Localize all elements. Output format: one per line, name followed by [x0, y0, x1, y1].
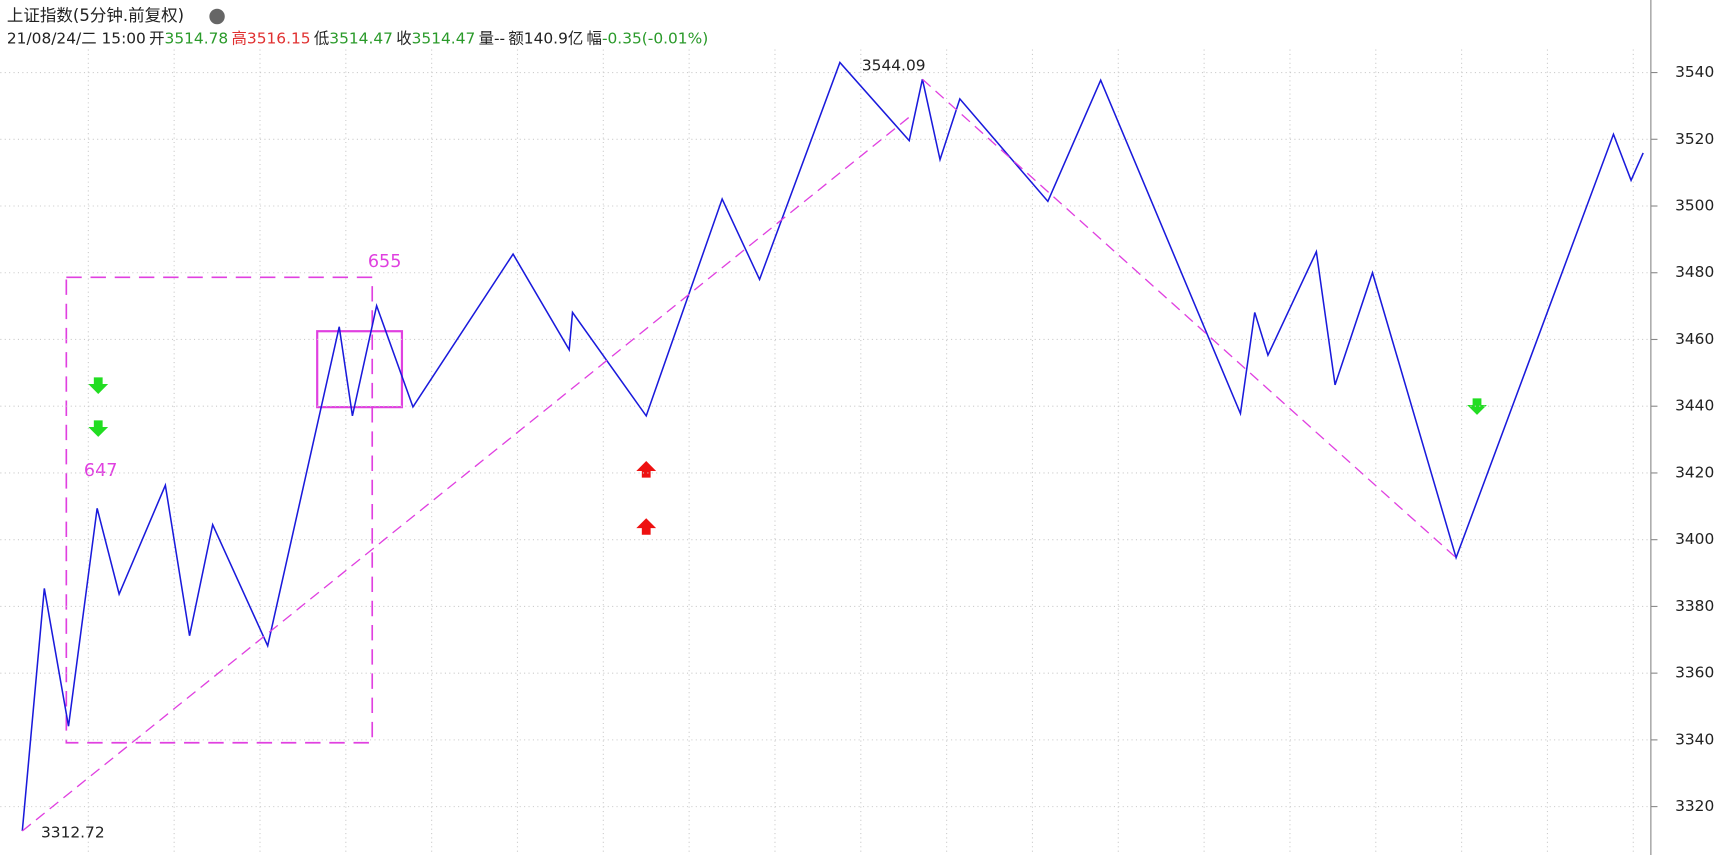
highlight-box — [316, 330, 404, 409]
up-arrow — [636, 461, 657, 478]
label: 幅 — [587, 29, 602, 47]
header-info: 21/08/24/二 15:00 开3514.78 高3516.15 低3514.47… — [7, 29, 708, 47]
title: 上证指数(5分钟.前复权) — [7, 6, 184, 25]
down-arrow — [88, 420, 109, 437]
label: 开 — [149, 29, 164, 47]
date: 21/08/24/二 15:00 — [7, 29, 146, 47]
amount: 额140.9亿 — [508, 29, 583, 47]
y-tick-label: 3360 — [1675, 664, 1714, 682]
y-tick-label: 3340 — [1675, 730, 1714, 748]
label: 高 — [232, 29, 247, 47]
high: 3516.15 — [247, 29, 311, 47]
annotation: 655 — [368, 252, 402, 272]
annotation: 3544.09 — [862, 57, 926, 75]
label: 低 — [314, 29, 329, 47]
label: 收 — [396, 29, 411, 47]
annotation: 647 — [84, 461, 118, 481]
y-tick-label: 3480 — [1675, 263, 1714, 281]
dropdown-icon[interactable] — [209, 8, 225, 25]
y-tick-label: 3440 — [1675, 397, 1714, 415]
y-tick-label: 3320 — [1675, 797, 1714, 815]
range-box — [65, 276, 374, 744]
signal-arrows — [88, 377, 1487, 535]
y-tick-label: 3540 — [1675, 63, 1714, 81]
zigzag-line — [21, 61, 1644, 832]
y-tick-label: 3460 — [1675, 330, 1714, 348]
open: 3514.78 — [165, 29, 229, 47]
y-tick-label: 3400 — [1675, 530, 1714, 548]
y-tick-label: 3500 — [1675, 197, 1714, 215]
volume: 量-- — [479, 29, 506, 47]
change: -0.35(-0.01%) — [602, 29, 708, 47]
low: 3514.47 — [329, 29, 393, 47]
trend-line — [921, 78, 1457, 559]
y-tick-label: 3520 — [1675, 130, 1714, 148]
annotation: 3312.72 — [41, 823, 105, 841]
down-arrow — [1467, 398, 1487, 415]
close: 3514.47 — [412, 29, 476, 47]
up-arrow — [636, 518, 657, 535]
down-arrow — [88, 377, 109, 394]
trend-line — [21, 113, 915, 832]
y-tick-label: 3380 — [1675, 597, 1714, 615]
y-tick-label: 3420 — [1675, 463, 1714, 481]
